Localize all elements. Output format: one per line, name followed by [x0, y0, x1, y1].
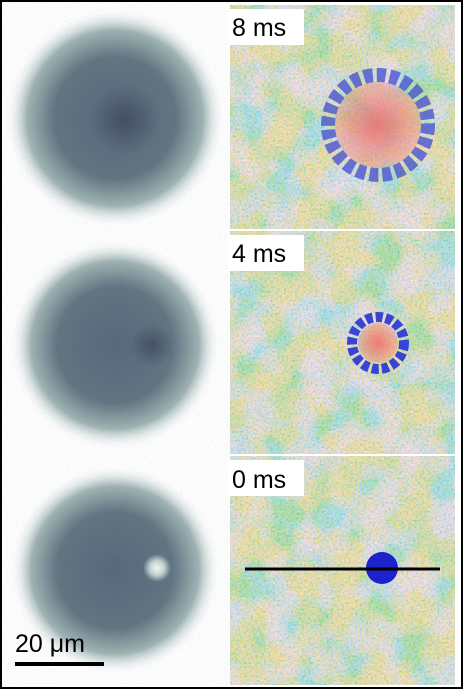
time-label: 0 ms [232, 466, 286, 494]
label-box [228, 235, 304, 271]
scale-label: 20 μm [15, 630, 85, 658]
difference-column [230, 5, 455, 685]
absorption-column [5, 5, 227, 685]
scale-bar [15, 662, 104, 666]
time-label: 8 ms [232, 14, 286, 42]
time-label: 4 ms [232, 240, 286, 268]
label-box [228, 460, 304, 496]
label-box [228, 9, 304, 45]
